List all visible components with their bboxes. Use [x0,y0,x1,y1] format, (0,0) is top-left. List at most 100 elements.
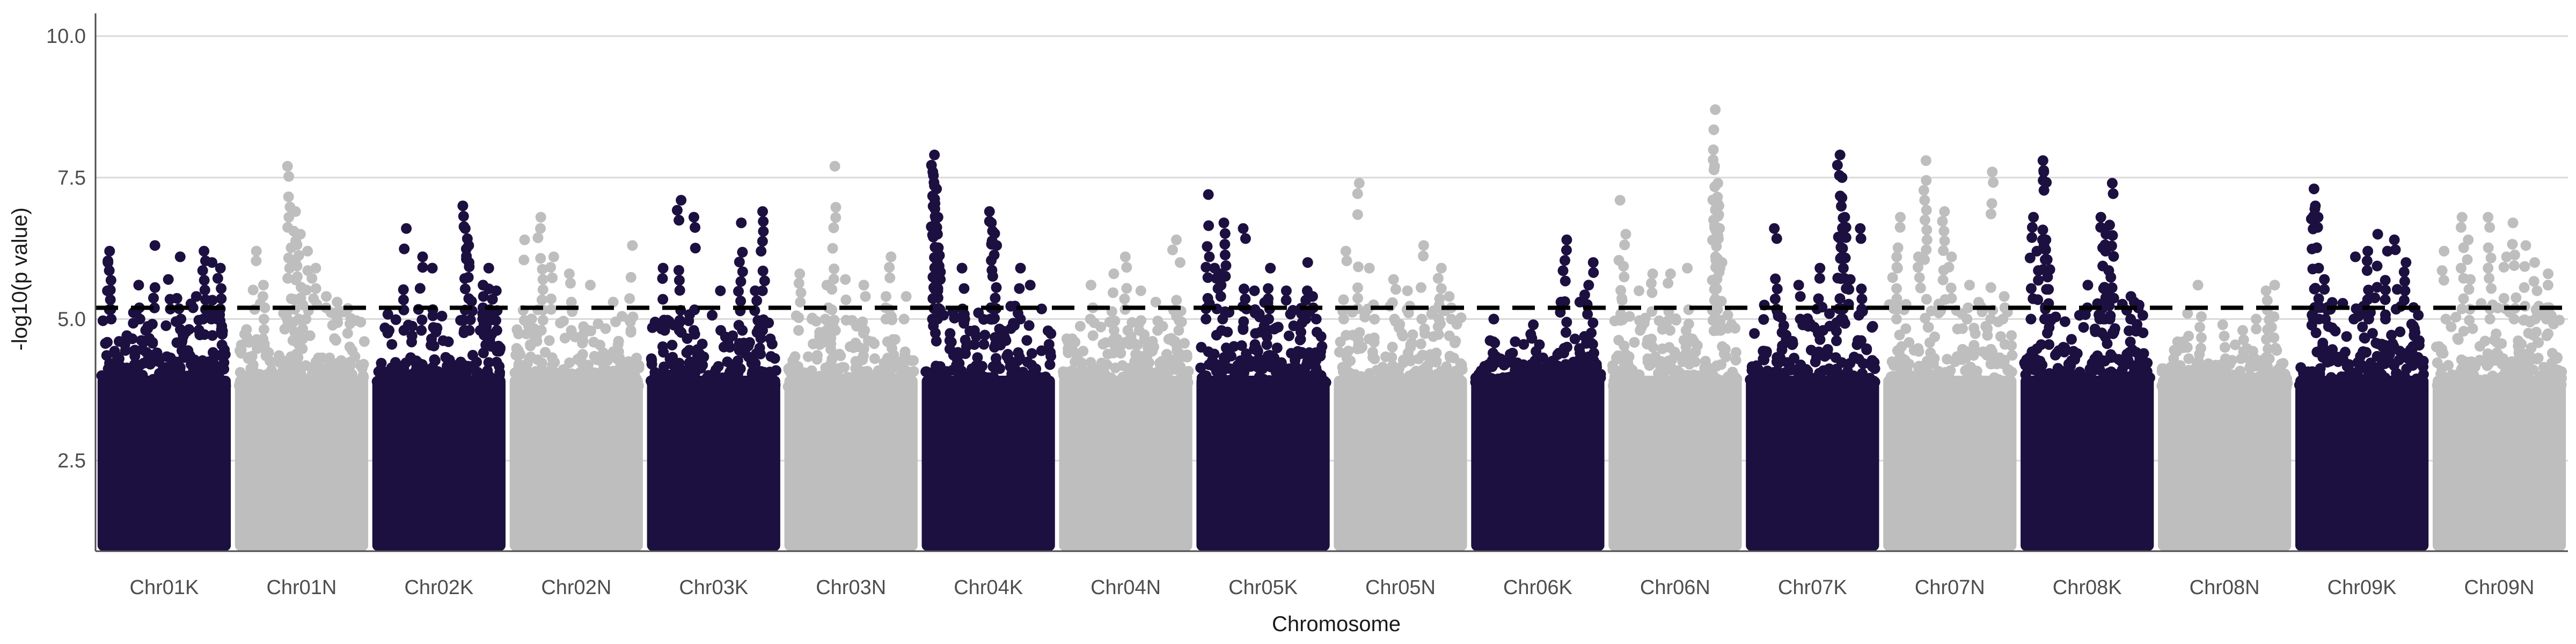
point [310,262,321,274]
x-tick-label: Chr03K [679,576,748,599]
point [147,336,158,348]
point [1558,347,1569,358]
point [1822,349,1833,360]
point [437,335,449,346]
point [1813,293,1824,304]
point [1963,302,1974,313]
point [1250,328,1261,339]
point [321,291,332,302]
point [835,350,846,361]
point [1921,244,1932,255]
point [1122,325,1133,336]
point [1575,347,1586,358]
point [2106,178,2118,189]
point [1239,283,1250,295]
point-cloud [2158,376,2292,551]
point [1587,317,1599,328]
point [929,149,940,160]
point [1712,178,1723,189]
point [113,353,125,364]
series-Chr01K [96,240,231,551]
x-tick-label: Chr09N [2464,576,2535,599]
point [631,353,642,364]
point [1364,372,1375,384]
point [1714,267,1725,278]
point [600,323,611,334]
point [1839,211,1850,223]
point [282,273,294,284]
point [830,325,841,336]
point [1615,285,1627,296]
point [536,294,547,305]
point [1557,362,1569,374]
point [2530,313,2541,325]
point [102,285,113,296]
point [2040,234,2052,245]
point [1231,378,1242,390]
point [826,304,838,316]
point [1643,379,1654,391]
point [1387,341,1398,353]
point [945,328,956,339]
point [2389,234,2400,245]
point [1094,380,1106,392]
x-tick-label: Chr05N [1365,576,1436,599]
point [163,274,174,285]
point [1938,245,1949,257]
point [160,320,172,331]
point [979,330,991,341]
point [1441,361,1452,372]
point [2479,335,2491,347]
point [537,274,548,285]
point [1087,330,1099,341]
point [104,245,115,257]
x-tick-labels: Chr01K Chr01N Chr02K Chr02N Chr03K Chr03N Chr0… [130,576,2535,599]
point [295,292,306,304]
point [990,292,1001,304]
point [1538,352,1549,363]
point [1142,341,1153,353]
point [2361,255,2373,267]
point [2528,276,2540,287]
point [1450,335,1461,347]
point [1367,347,1378,358]
point [399,243,410,254]
series-Chr04K [920,149,1057,551]
point [1788,353,1799,364]
point [1133,325,1145,336]
point [1586,327,1597,339]
point [2509,250,2520,261]
point [2024,380,2036,391]
point-cloud [1196,376,1330,551]
point [932,285,943,296]
point [757,206,769,217]
point [1288,320,1299,332]
point [713,361,724,372]
point [2458,326,2469,337]
point [1633,285,1644,296]
point [1217,313,1228,325]
point [559,332,570,343]
point [1249,285,1260,296]
point [382,309,393,320]
point [358,358,369,370]
point [2498,292,2509,304]
point-cloud [784,376,918,551]
point [2463,284,2475,295]
point [935,266,946,277]
point [1999,291,2010,302]
point [1921,204,1932,216]
point [931,183,942,194]
point [688,211,699,223]
point [2310,283,2321,294]
point [199,329,210,340]
series-Chr03N [782,160,919,551]
point [1444,291,1455,302]
point [1119,251,1131,262]
point [608,296,619,308]
point [2403,380,2414,391]
point [477,313,488,325]
point [1913,343,1924,354]
point [994,363,1005,374]
point [908,355,919,366]
